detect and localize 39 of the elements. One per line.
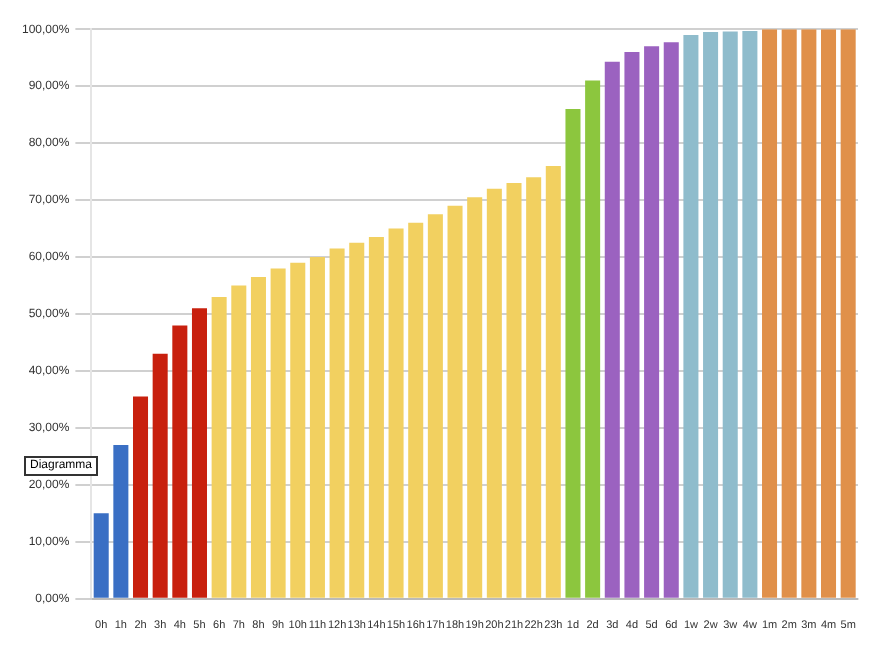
bar [113, 445, 129, 598]
bar [526, 177, 542, 598]
bar [467, 197, 483, 598]
bar [506, 182, 522, 598]
bar [703, 32, 719, 598]
bar [172, 325, 188, 598]
bar [93, 513, 109, 598]
bar [427, 214, 443, 598]
bar [840, 29, 856, 598]
bar [663, 42, 679, 598]
bar [762, 29, 778, 598]
bar [624, 51, 640, 598]
bar [722, 31, 738, 598]
bar [133, 396, 149, 598]
bar [408, 222, 424, 598]
bar [781, 29, 797, 598]
bar [545, 165, 561, 598]
bar [349, 242, 365, 598]
bar [152, 353, 168, 598]
bar [329, 248, 345, 598]
bar [191, 308, 208, 598]
bar [801, 29, 817, 598]
bar [388, 228, 404, 598]
bar [585, 80, 601, 598]
bar [447, 205, 463, 598]
bar [309, 257, 325, 598]
bar [821, 29, 837, 598]
bar [683, 34, 699, 598]
bar [211, 296, 227, 598]
bar [486, 188, 502, 598]
bar [290, 262, 306, 598]
bar [250, 276, 266, 598]
bar [231, 285, 247, 598]
bar [742, 30, 758, 598]
bar [565, 108, 581, 598]
bar [644, 46, 660, 598]
bar [368, 237, 384, 598]
bar [270, 268, 286, 598]
bar [604, 61, 620, 598]
